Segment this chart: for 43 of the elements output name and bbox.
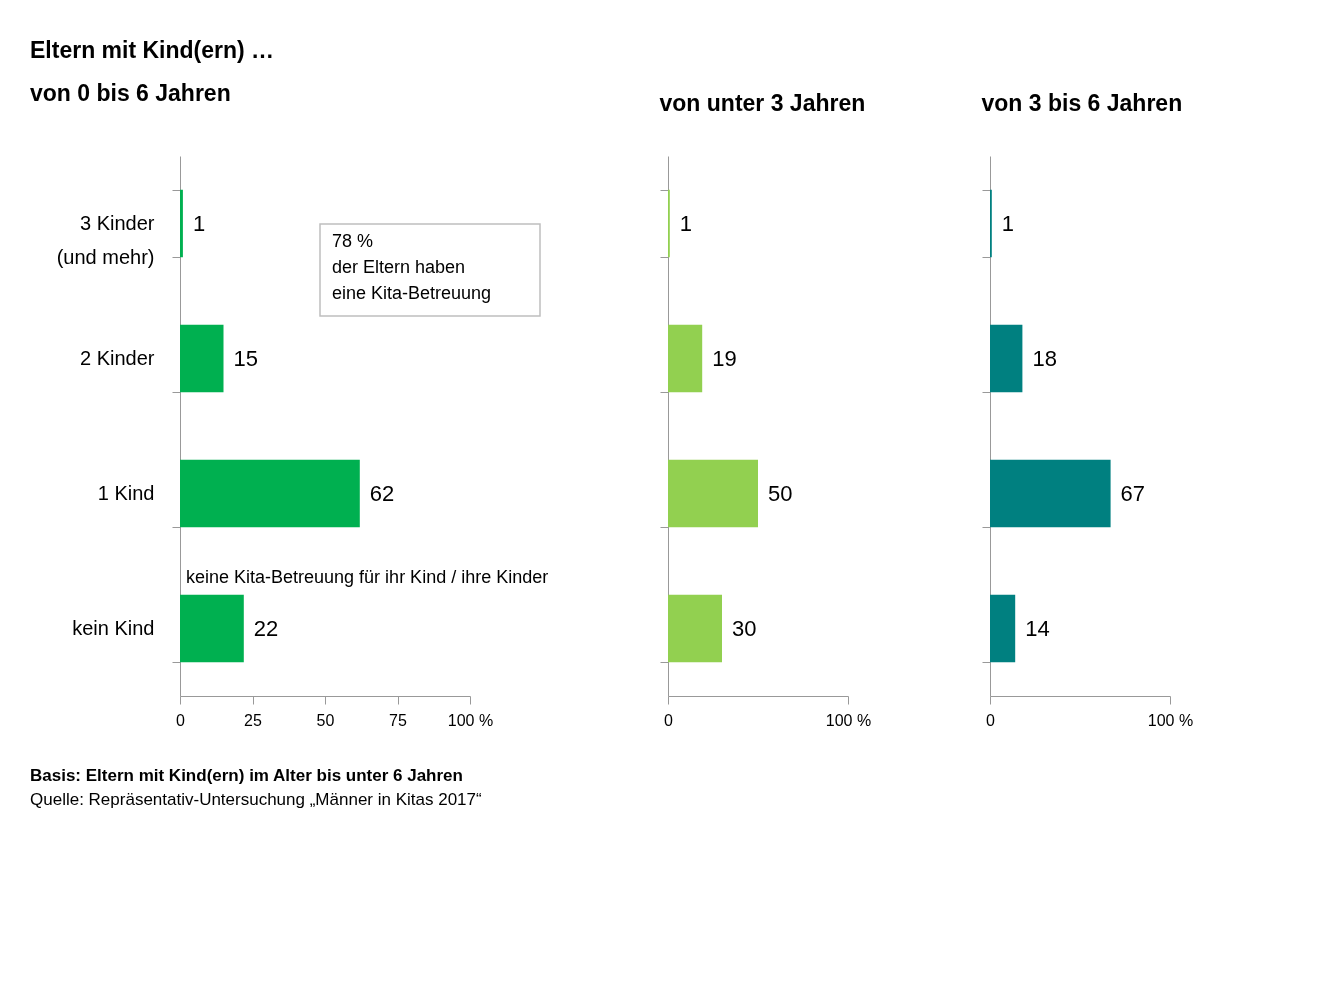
y-tick-label: 1 Kind <box>97 482 155 504</box>
x-tick-label: 0 <box>986 711 996 729</box>
x-tick-label: 100 % <box>825 711 872 729</box>
bar <box>180 594 244 663</box>
x-tick-label: 75 <box>389 711 407 729</box>
data-label: 67 <box>1120 480 1146 506</box>
bar <box>668 324 703 393</box>
x-tick-label: 100 % <box>1147 711 1194 729</box>
data-label: 50 <box>768 480 793 506</box>
bar <box>180 189 183 258</box>
y-tick-label: kein Kind <box>72 617 155 639</box>
x-tick-label: 0 <box>664 711 674 729</box>
chart-title: von 0 bis 6 Jahren <box>30 80 231 106</box>
bar <box>180 324 224 393</box>
chart-title: von unter 3 Jahren <box>659 90 866 116</box>
x-tick-label: 50 <box>316 711 335 729</box>
data-label: 22 <box>253 615 279 641</box>
data-label: 1 <box>1001 210 1015 236</box>
bar <box>180 459 360 528</box>
bar <box>990 594 1016 663</box>
y-tick-label: 3 Kinder (und mehr) <box>56 212 155 268</box>
data-label: 14 <box>1025 615 1050 641</box>
x-tick-label: 25 <box>244 711 262 729</box>
text: Eltern mit Kind(ern) … <box>30 37 275 63</box>
data-label: 1 <box>192 210 206 236</box>
x-tick-label: 0 <box>176 711 186 729</box>
annotation: 78 % der Eltern haben eine Kita-Betreuung <box>332 231 492 303</box>
data-label: 62 <box>369 480 395 506</box>
y-tick-label: 2 Kinder <box>80 347 155 369</box>
annotation: keine Kita-Betreuung für ihr Kind / ihre Kinder <box>186 567 549 587</box>
chart-title: von 3 bis 6 Jahren <box>981 90 1183 116</box>
bar <box>668 594 722 663</box>
x-tick-label: 100 % <box>447 711 494 729</box>
data-label: 18 <box>1032 345 1057 371</box>
bar <box>668 459 758 528</box>
data-label: 1 <box>679 210 693 236</box>
data-label: 15 <box>233 345 258 371</box>
data-label: 19 <box>712 345 737 371</box>
bar <box>990 324 1023 393</box>
bar <box>990 459 1111 528</box>
source-note: Quelle: Repräsentativ-Untersuchung „Männer in Kitas 2017“ <box>30 790 483 809</box>
text: Basis: Eltern mit Kind(ern) im Alter bis unter 6 Jahren <box>30 766 463 785</box>
data-label: 30 <box>732 615 757 641</box>
